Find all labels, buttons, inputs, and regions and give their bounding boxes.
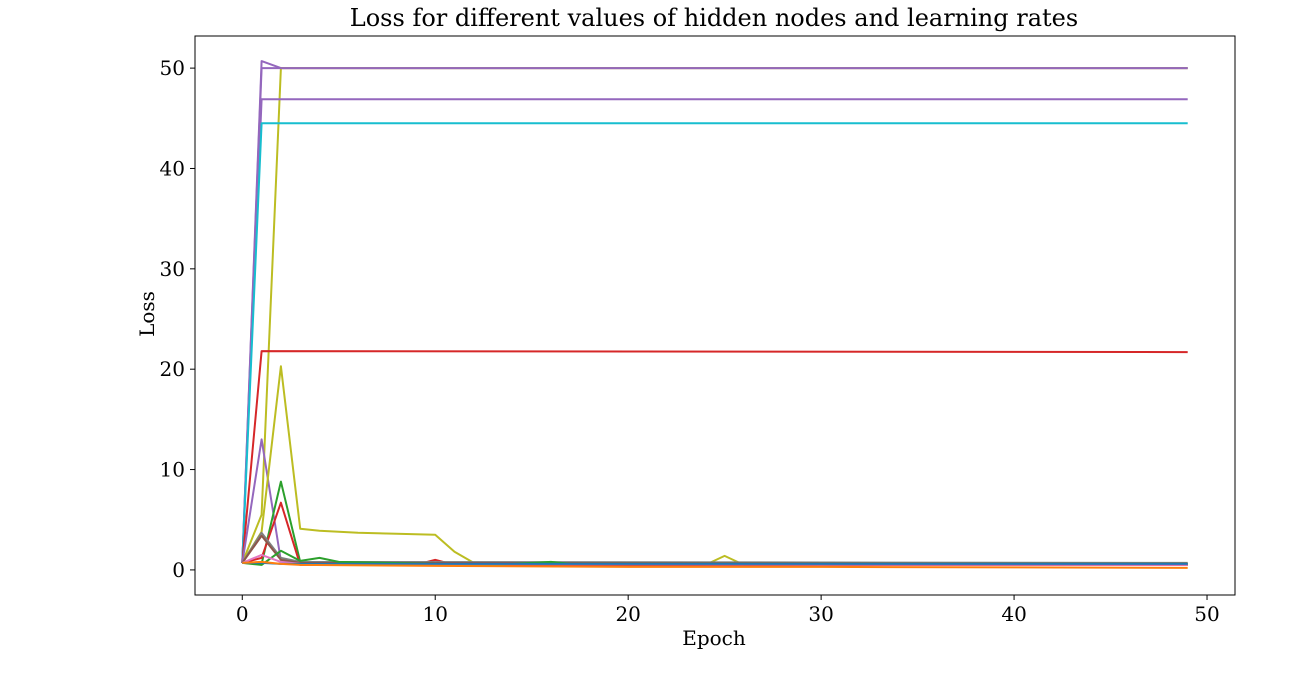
series-line-5 [241, 122, 1188, 563]
y-tick-label: 30 [160, 257, 185, 281]
y-tick-label: 0 [172, 558, 185, 582]
x-tick-label: 40 [1001, 602, 1026, 626]
series-line-6 [241, 350, 1188, 563]
series-line-15 [242, 561, 1188, 565]
y-tick-label: 50 [160, 56, 185, 80]
x-tick-label: 30 [808, 602, 833, 626]
series-line-13 [242, 549, 1188, 566]
plot-area-frame [194, 35, 1236, 596]
series-layer [241, 60, 1188, 569]
series-line-9 [242, 480, 1188, 566]
x-tick-label: 20 [615, 602, 640, 626]
y-tick-label: 40 [160, 156, 185, 180]
y-tick-label: 10 [160, 458, 185, 482]
chart-title: Loss for different values of hidden node… [350, 4, 1078, 32]
x-axis-label: Epoch [682, 626, 746, 650]
y-axis-label: Loss [135, 291, 159, 337]
x-tick-label: 0 [236, 602, 249, 626]
series-line-4 [241, 98, 1188, 563]
series-line-16 [242, 560, 1188, 569]
series-line-8 [241, 365, 1188, 566]
series-line-2 [241, 67, 1188, 564]
series-line-11 [241, 531, 1188, 564]
y-tick-label: 20 [160, 357, 185, 381]
series-line-3 [241, 67, 1188, 563]
x-axis-ticks: 0 10 20 30 40 50 [236, 595, 1220, 626]
series-line-7 [241, 438, 1188, 565]
y-axis-ticks: 0 10 20 30 40 50 [160, 56, 195, 582]
series-line-1 [241, 60, 1188, 563]
x-tick-label: 10 [422, 602, 447, 626]
x-tick-label: 50 [1194, 602, 1219, 626]
